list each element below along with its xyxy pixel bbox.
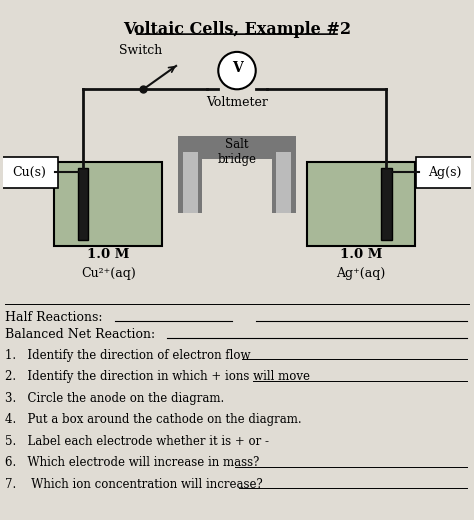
Text: V: V [232, 61, 242, 75]
Text: Salt
bridge: Salt bridge [218, 138, 256, 166]
Circle shape [218, 52, 256, 89]
Text: 3.   Circle the anode on the diagram.: 3. Circle the anode on the diagram. [5, 392, 224, 405]
FancyBboxPatch shape [178, 136, 296, 160]
FancyBboxPatch shape [307, 162, 415, 246]
Text: Cu(s): Cu(s) [12, 166, 46, 179]
FancyBboxPatch shape [276, 152, 292, 213]
Text: 6.   Which electrode will increase in mass?: 6. Which electrode will increase in mass… [5, 457, 259, 470]
Text: Voltaic Cells, Example #2: Voltaic Cells, Example #2 [123, 21, 351, 38]
FancyBboxPatch shape [178, 136, 202, 213]
Text: 5.   Label each electrode whether it is + or -: 5. Label each electrode whether it is + … [5, 435, 269, 448]
Text: Half Reactions:: Half Reactions: [5, 310, 102, 323]
FancyBboxPatch shape [272, 136, 296, 213]
Text: Ag(s): Ag(s) [428, 166, 461, 179]
Text: 4.   Put a box around the cathode on the diagram.: 4. Put a box around the cathode on the d… [5, 413, 302, 426]
FancyBboxPatch shape [55, 162, 162, 246]
Text: 1.0 M: 1.0 M [87, 249, 129, 262]
Text: Ag⁺(aq): Ag⁺(aq) [337, 267, 386, 280]
Text: Switch: Switch [119, 44, 163, 57]
FancyBboxPatch shape [381, 168, 392, 240]
FancyBboxPatch shape [78, 168, 88, 240]
FancyBboxPatch shape [417, 157, 473, 188]
FancyBboxPatch shape [1, 157, 57, 188]
Text: Cu²⁺(aq): Cu²⁺(aq) [81, 267, 136, 280]
Text: Voltmeter: Voltmeter [206, 96, 268, 109]
Text: 7.    Which ion concentration will increase?: 7. Which ion concentration will increase… [5, 478, 263, 491]
Text: 2.   Identify the direction in which + ions will move: 2. Identify the direction in which + ion… [5, 370, 310, 383]
Text: Balanced Net Reaction:: Balanced Net Reaction: [5, 328, 155, 341]
Text: 1.   Identify the direction of electron flow: 1. Identify the direction of electron fl… [5, 349, 251, 362]
Text: 1.0 M: 1.0 M [340, 249, 383, 262]
FancyBboxPatch shape [182, 152, 198, 213]
